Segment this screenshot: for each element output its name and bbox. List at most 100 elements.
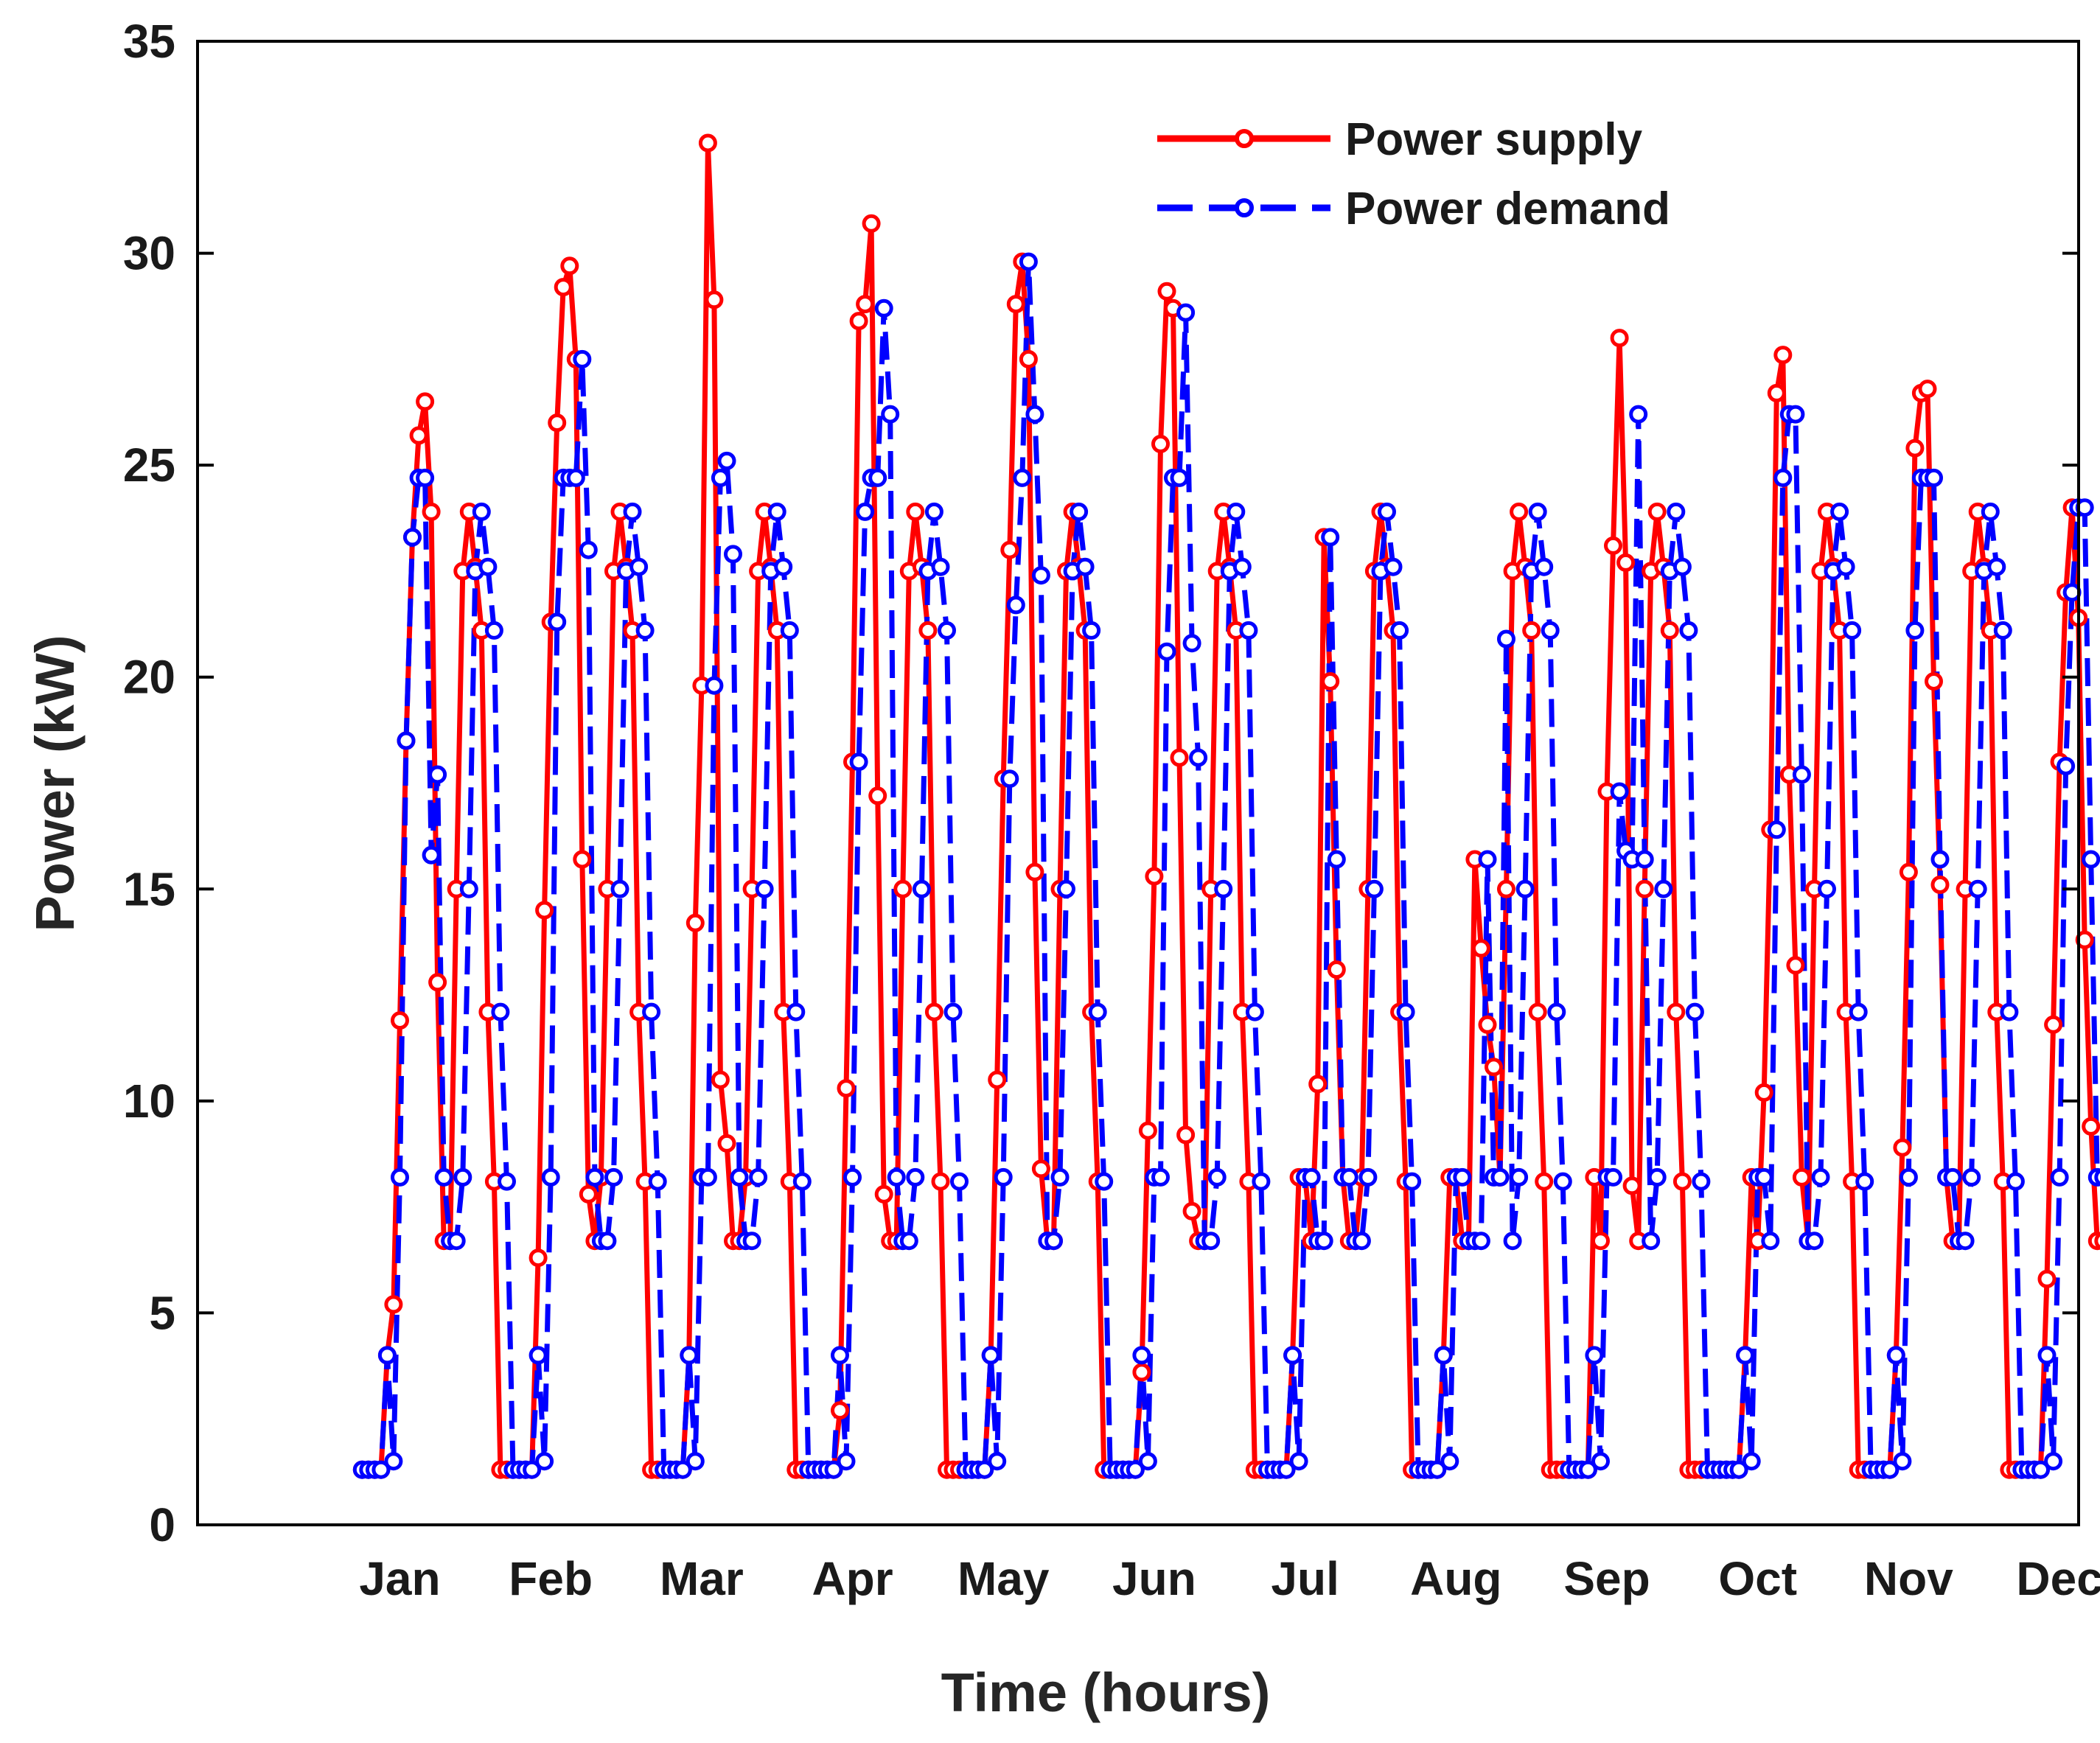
data-point <box>786 1002 806 1021</box>
data-point <box>2044 1015 2063 1034</box>
data-point <box>1925 672 1943 691</box>
data-point <box>1729 1460 1748 1479</box>
data-point <box>849 312 868 331</box>
data-point <box>1610 329 1629 348</box>
data-point <box>409 426 428 445</box>
data-point <box>403 528 422 547</box>
y-tick-label: 0 <box>149 1498 175 1551</box>
data-point <box>1308 1075 1328 1094</box>
data-point <box>1232 557 1252 576</box>
data-point <box>837 1079 856 1098</box>
data-point <box>535 901 554 920</box>
data-point <box>1428 1460 1447 1479</box>
data-point <box>912 879 931 898</box>
data-point <box>1277 1460 1296 1479</box>
data-point <box>881 405 900 424</box>
data-point <box>1088 1002 1107 1021</box>
data-point <box>1000 769 1019 789</box>
data-point <box>717 1134 736 1153</box>
data-point <box>1667 502 1686 521</box>
data-point <box>579 540 598 559</box>
data-point <box>862 214 881 233</box>
legend: Power supply Power demand <box>1157 114 1670 234</box>
data-point <box>1987 557 2006 576</box>
data-point <box>856 295 875 314</box>
data-point <box>1792 1167 1811 1187</box>
data-point <box>2057 757 2076 775</box>
data-point <box>416 468 435 487</box>
data-point <box>1214 879 1233 898</box>
data-point <box>1396 1002 1415 1021</box>
data-point <box>1339 1167 1358 1187</box>
data-point <box>1836 557 1855 576</box>
data-point <box>1553 1172 1572 1191</box>
data-point <box>856 502 875 521</box>
data-point <box>988 1452 1007 1471</box>
data-point <box>598 1232 617 1251</box>
data-point <box>1786 405 1805 424</box>
data-point <box>717 451 736 470</box>
data-point <box>1503 1232 1522 1251</box>
data-point <box>1440 1452 1459 1471</box>
data-point <box>1170 748 1189 767</box>
data-point <box>1893 1452 1912 1471</box>
data-point <box>447 1232 466 1251</box>
data-point <box>391 1167 409 1187</box>
x-tick-label-nov: Nov <box>1864 1552 1953 1605</box>
x-tick-label-jul: Jul <box>1271 1552 1339 1605</box>
x-tick-label-jan: Jan <box>359 1552 440 1605</box>
data-point <box>1886 1346 1905 1365</box>
data-point <box>1403 1172 1422 1191</box>
data-point <box>1170 468 1189 487</box>
data-point <box>1635 850 1654 869</box>
data-point <box>1647 502 1667 521</box>
data-point <box>887 1167 906 1187</box>
data-point <box>711 468 730 487</box>
data-point <box>1132 1346 1151 1365</box>
data-point <box>610 879 629 898</box>
data-point <box>428 765 447 784</box>
data-point <box>1629 405 1648 424</box>
data-point <box>397 731 416 750</box>
data-point <box>1151 434 1170 453</box>
data-point <box>780 621 799 640</box>
data-point <box>428 973 447 992</box>
data-point <box>1201 1232 1221 1251</box>
data-point <box>1993 621 2012 640</box>
data-point <box>1880 1460 1900 1479</box>
data-point <box>680 1346 699 1365</box>
data-point <box>529 1346 548 1365</box>
y-tick-label: 10 <box>123 1075 175 1128</box>
data-point <box>1075 557 1095 576</box>
data-point <box>1126 1460 1145 1479</box>
x-tick-label-sep: Sep <box>1563 1552 1650 1605</box>
y-tick-label: 5 <box>149 1286 175 1339</box>
y-tick-label: 20 <box>123 651 175 704</box>
data-point <box>1855 1172 1874 1191</box>
data-point <box>1207 1167 1227 1187</box>
data-point <box>1767 383 1786 402</box>
data-point <box>1138 1121 1157 1140</box>
data-point <box>1000 540 1019 559</box>
data-point <box>1685 1002 1704 1021</box>
data-point <box>1497 879 1515 898</box>
data-point <box>1327 850 1346 869</box>
data-point <box>831 1346 849 1365</box>
y-tick-label: 25 <box>123 439 175 492</box>
data-point <box>573 349 592 368</box>
data-point <box>1604 1167 1622 1187</box>
data-point <box>1918 380 1937 399</box>
series-markers-power-demand <box>352 252 2100 1479</box>
data-point <box>698 133 717 153</box>
data-point <box>931 1172 950 1191</box>
data-point <box>1968 879 1987 898</box>
data-point <box>906 502 925 521</box>
data-point <box>868 786 887 806</box>
data-point <box>1585 1346 1604 1365</box>
data-point <box>1019 349 1038 368</box>
data-point <box>384 1452 403 1471</box>
x-axis: Jan Feb Mar Apr May Jun Jul Aug Sep Oct Nov Dec <box>359 1552 2100 1605</box>
data-point <box>1792 765 1811 784</box>
